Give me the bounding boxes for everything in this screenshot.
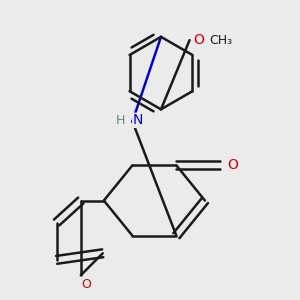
Text: N: N bbox=[133, 113, 143, 127]
Text: CH₃: CH₃ bbox=[209, 34, 232, 46]
Text: O: O bbox=[81, 278, 91, 290]
Text: H: H bbox=[116, 114, 125, 127]
Text: O: O bbox=[193, 33, 204, 47]
Text: O: O bbox=[227, 158, 238, 172]
